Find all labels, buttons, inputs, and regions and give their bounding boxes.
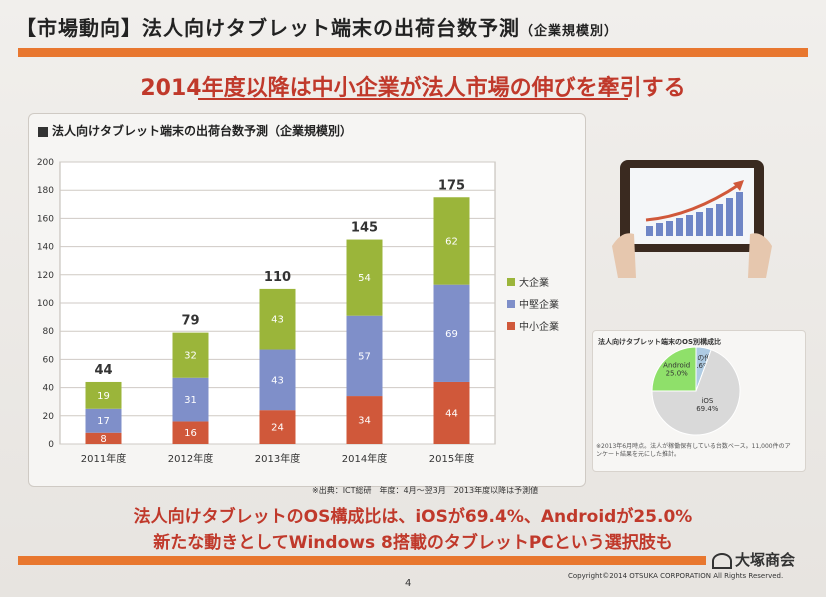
pie-slice-label: その他 5.6% [690, 353, 711, 370]
y-tick-label: 200 [37, 158, 54, 168]
bar-segment [172, 332, 209, 378]
x-tick-label: 2011年度 [81, 452, 126, 465]
bar-value-label: 43 [271, 315, 284, 326]
bar-value-label: 32 [184, 351, 197, 362]
x-tick-label: 2012年度 [168, 452, 213, 465]
legend-label: 中堅企業 [519, 298, 559, 311]
title-underline-bar [18, 48, 808, 57]
bar-segment [346, 315, 383, 397]
pie-slice-label: Android 25.0% [663, 362, 690, 378]
bar-total-label: 175 [438, 178, 465, 193]
bar-value-label: 16 [184, 428, 197, 439]
bar-segment [346, 396, 383, 444]
bar-segment [172, 377, 209, 422]
copyright: Copyright©2014 OTSUKA CORPORATION All Ri… [568, 572, 784, 580]
bar-value-label: 54 [358, 273, 371, 284]
bar-total-label: 44 [94, 363, 112, 378]
y-tick-label: 20 [43, 412, 55, 422]
bar-segment [259, 349, 296, 411]
bar-segment [172, 421, 209, 444]
bar-total-label: 145 [351, 221, 378, 236]
bar-chart-title: 法人向けタブレット端末の出荷台数予測（企業規模別） [38, 122, 352, 139]
legend-label: 大企業 [519, 276, 549, 289]
bar-chart-title-text: 法人向けタブレット端末の出荷台数予測（企業規模別） [52, 124, 353, 138]
bar-total-label: 79 [181, 314, 199, 329]
bar-segment [85, 432, 122, 444]
company-logo: 大塚商会 [712, 549, 795, 570]
bar-value-label: 62 [445, 236, 458, 247]
bar-value-label: 31 [184, 395, 197, 406]
y-tick-label: 180 [37, 186, 54, 196]
summary-line-2: 新たな動きとしてWindows 8搭載のタブレットPCという選択肢も [153, 533, 673, 553]
bar-segment [259, 288, 296, 350]
bar-segment [433, 197, 470, 285]
x-tick-label: 2014年度 [342, 452, 387, 465]
pie-chart-note: ※2013年6月時点。法人が稼働保有している台数ベース。11,000件のアンケー… [596, 443, 791, 458]
bar-total-label: 110 [264, 270, 291, 285]
headline-underline [198, 98, 628, 100]
bar-value-label: 8 [100, 434, 106, 445]
legend-label: 中小企業 [519, 320, 559, 333]
bar-value-label: 57 [358, 351, 371, 362]
y-tick-label: 100 [37, 299, 54, 309]
bar-value-label: 44 [445, 408, 458, 419]
legend-swatch [507, 300, 515, 308]
slide-title-main: 【市場動向】法人向けタブレット端末の出荷台数予測 [16, 16, 520, 40]
bar-segment [346, 239, 383, 316]
bar-value-label: 19 [97, 391, 110, 402]
slide-title: 【市場動向】法人向けタブレット端末の出荷台数予測（企業規模別） [16, 12, 618, 41]
source-note: ※出典：ICT総研 年度：4月～翌3月 2013年度以降は予測値 [312, 486, 539, 495]
pie-slice [651, 349, 741, 436]
slide-title-sub: （企業規模別） [520, 24, 619, 39]
tablet-growth-chart-icon [612, 160, 772, 278]
bar-value-label: 34 [358, 416, 371, 427]
legend-swatch [507, 322, 515, 330]
x-tick-label: 2013年度 [255, 452, 300, 465]
x-tick-label: 2015年度 [429, 452, 474, 465]
y-tick-label: 40 [43, 384, 55, 394]
pie-slice-label: iOS 69.4% [696, 397, 719, 413]
y-tick-label: 120 [37, 271, 54, 281]
bar-segment [85, 408, 122, 433]
y-tick-label: 60 [43, 355, 55, 365]
y-tick-label: 0 [48, 440, 54, 450]
square-bullet-icon [38, 126, 48, 137]
stacked-bar-chart: 0 20 40 60 80 100 120 140 160 180 200 8 17 19 44 2011年度… [37, 158, 559, 465]
bar-value-label: 43 [271, 375, 284, 386]
bar-segment [433, 381, 470, 444]
headline: 2014年度以降は中小企業が法人市場の伸びを牽引する [140, 76, 686, 101]
y-tick-label: 140 [37, 243, 54, 253]
bar-segment [259, 410, 296, 444]
company-logo-text: 大塚商会 [735, 551, 796, 569]
bar-segment [433, 284, 470, 382]
legend-swatch [507, 278, 515, 286]
os-share-pie-chart: その他 5.6% iOS 69.4% Android 25.0% [651, 346, 741, 436]
bar-value-label: 17 [97, 416, 110, 427]
bar-segment [85, 381, 122, 409]
page-number: 4 [405, 578, 412, 589]
logo-mark-icon [712, 552, 732, 569]
y-tick-label: 160 [37, 214, 54, 224]
pie-slice [651, 346, 697, 392]
y-tick-label: 80 [43, 327, 55, 337]
bar-value-label: 24 [271, 423, 284, 434]
bar-value-label: 69 [445, 329, 458, 340]
footer-bar [18, 556, 706, 565]
pie-chart-title: 法人向けタブレット端末のOS別構成比 [598, 338, 721, 346]
summary-line-1: 法人向けタブレットのOS構成比は、iOSが69.4%、Androidが25.0% [133, 507, 693, 527]
